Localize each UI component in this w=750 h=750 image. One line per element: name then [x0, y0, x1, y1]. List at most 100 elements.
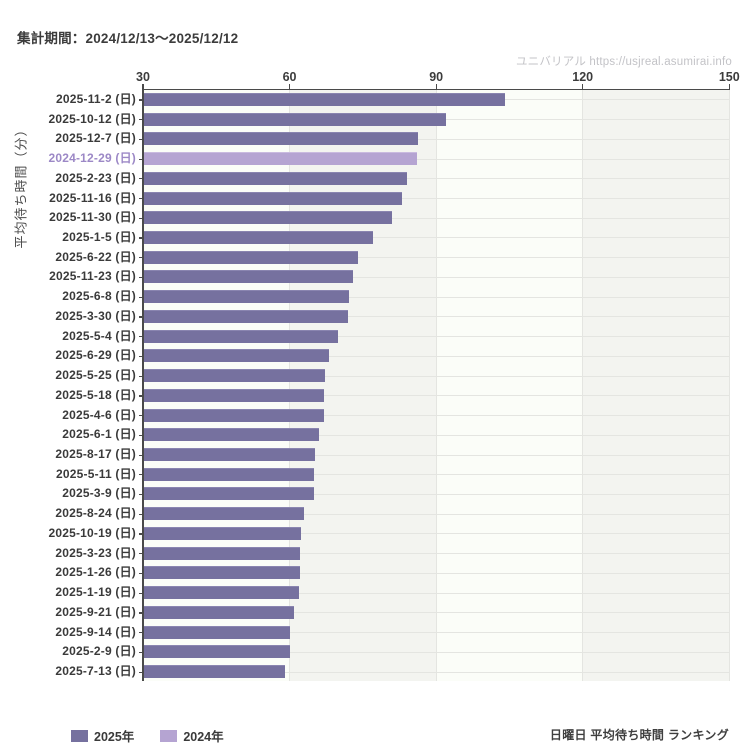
y-gridline: [143, 572, 730, 574]
legend-label-2025: 2025年: [94, 730, 135, 744]
y-tick-label: 2025-3-9 (日): [62, 486, 136, 501]
wait-time-bar: [143, 132, 419, 146]
x-tick-mark: [288, 84, 291, 89]
wait-time-bar: [143, 408, 324, 422]
y-gridline: [143, 316, 730, 318]
wait-time-bar: [143, 665, 285, 679]
y-tick-mark: [138, 671, 143, 673]
wait-time-bar: [143, 349, 329, 363]
y-tick-mark: [138, 592, 143, 594]
y-tick-mark: [138, 553, 143, 555]
y-gridline: [143, 198, 730, 199]
y-gridline: [143, 513, 730, 515]
wait-time-bar: [143, 329, 339, 343]
y-axis-labels: 2025-11-2 (日) 2025-10-12 (日) 2025-12-7 (日)…: [0, 0, 136, 750]
legend-label-2024: 2024年: [183, 730, 224, 744]
y-tick-label: 2025-11-16 (日): [49, 190, 136, 205]
y-tick-label: 2024-12-29 (日): [48, 151, 136, 166]
y-tick-mark: [138, 612, 143, 614]
y-tick-label: 2025-5-25 (日): [55, 368, 136, 383]
wait-time-bar: [143, 92, 505, 106]
wait-time-bar: [143, 605, 295, 619]
wait-time-bar: [143, 171, 407, 185]
y-tick-label: 2025-1-26 (日): [55, 565, 136, 580]
y-gridline: [143, 138, 730, 140]
y-gridline: [143, 632, 730, 634]
y-gridline: [143, 336, 730, 338]
y-tick-label: 2025-2-9 (日): [62, 644, 136, 659]
y-tick-mark: [138, 355, 143, 358]
y-tick-mark: [138, 395, 143, 397]
watermark: ユニバリアル https://usjreal.asumirai.info: [515, 56, 732, 68]
y-gridline: [143, 651, 730, 653]
x-tick-mark: [582, 84, 584, 89]
y-tick-label: 2025-9-14 (日): [55, 624, 136, 639]
y-tick-mark: [138, 316, 143, 318]
y-gridline: [143, 257, 730, 259]
wait-time-bar: [143, 191, 402, 205]
x-gridline: [289, 89, 291, 682]
x-gridline: [435, 89, 437, 682]
wait-time-bar: [143, 112, 446, 126]
wait-time-bar: [143, 586, 300, 600]
wait-time-bar: [143, 448, 315, 461]
y-tick-mark: [138, 158, 143, 160]
y-tick-label: 2025-1-5 (日): [62, 229, 136, 244]
x-tick-label: 30: [136, 69, 150, 84]
y-gridline: [143, 158, 730, 160]
y-tick-label: 2025-6-22 (日): [55, 249, 136, 264]
y-gridline: [143, 553, 730, 555]
wait-time-bar: [143, 645, 290, 659]
plot-band: [436, 89, 583, 682]
y-tick-mark: [138, 533, 143, 535]
wait-time-bar: [143, 625, 291, 639]
y-gridline: [143, 592, 730, 594]
y-tick-label: 2025-11-2 (日): [56, 91, 136, 106]
y-tick-label: 2025-10-19 (日): [48, 525, 136, 540]
y-gridline: [143, 474, 730, 476]
plot-band: [143, 89, 290, 682]
y-tick-mark: [138, 276, 143, 279]
y-tick-mark: [138, 632, 143, 634]
y-gridline: [143, 671, 730, 673]
report-period-title: 集計期間：2024/12/13〜2025/12/12: [17, 31, 239, 46]
y-tick-label: 2025-11-30 (日): [49, 210, 136, 225]
y-tick-mark: [138, 454, 143, 456]
y-tick-label: 2025-11-23 (日): [49, 269, 136, 284]
y-tick-label: 2025-8-24 (日): [55, 506, 136, 521]
y-gridline: [143, 415, 730, 417]
y-gridline: [143, 217, 730, 219]
wait-time-bar: [143, 250, 358, 264]
x-gridline: [728, 89, 730, 682]
wait-time-bar: [143, 467, 315, 481]
y-gridline: [143, 454, 730, 456]
wait-time-bar: [143, 309, 349, 323]
y-tick-label: 2025-1-19 (日): [55, 585, 136, 600]
wait-time-bar: [143, 230, 373, 244]
y-tick-label: 2025-5-11 (日): [56, 466, 136, 481]
y-tick-mark: [138, 198, 143, 200]
y-tick-mark: [138, 474, 143, 476]
y-gridline: [143, 178, 730, 180]
y-tick-label: 2025-3-30 (日): [55, 308, 136, 323]
y-tick-mark: [138, 99, 143, 101]
x-tick-label: 60: [282, 69, 297, 84]
y-gridline: [143, 237, 730, 239]
y-gridline: [143, 296, 730, 298]
wait-time-bar: [143, 428, 319, 442]
wait-time-bar: [143, 546, 301, 560]
y-tick-mark: [138, 178, 143, 180]
y-gridline: [143, 434, 730, 436]
y-axis-line: [142, 88, 144, 682]
y-tick-label: 2025-2-23 (日): [55, 170, 136, 185]
legend-swatch-2024: [160, 729, 178, 742]
y-gridline: [143, 493, 730, 495]
legend-swatch-2025: [71, 729, 88, 742]
chart-caption: 日曜日 平均待ち時間 ランキング: [549, 728, 729, 742]
x-tick-label: 90: [429, 69, 444, 84]
y-gridline: [143, 355, 730, 357]
wait-time-bar: [143, 487, 314, 501]
y-gridline: [143, 375, 730, 377]
x-tick-label: 150: [718, 69, 740, 84]
y-tick-mark: [138, 375, 143, 377]
